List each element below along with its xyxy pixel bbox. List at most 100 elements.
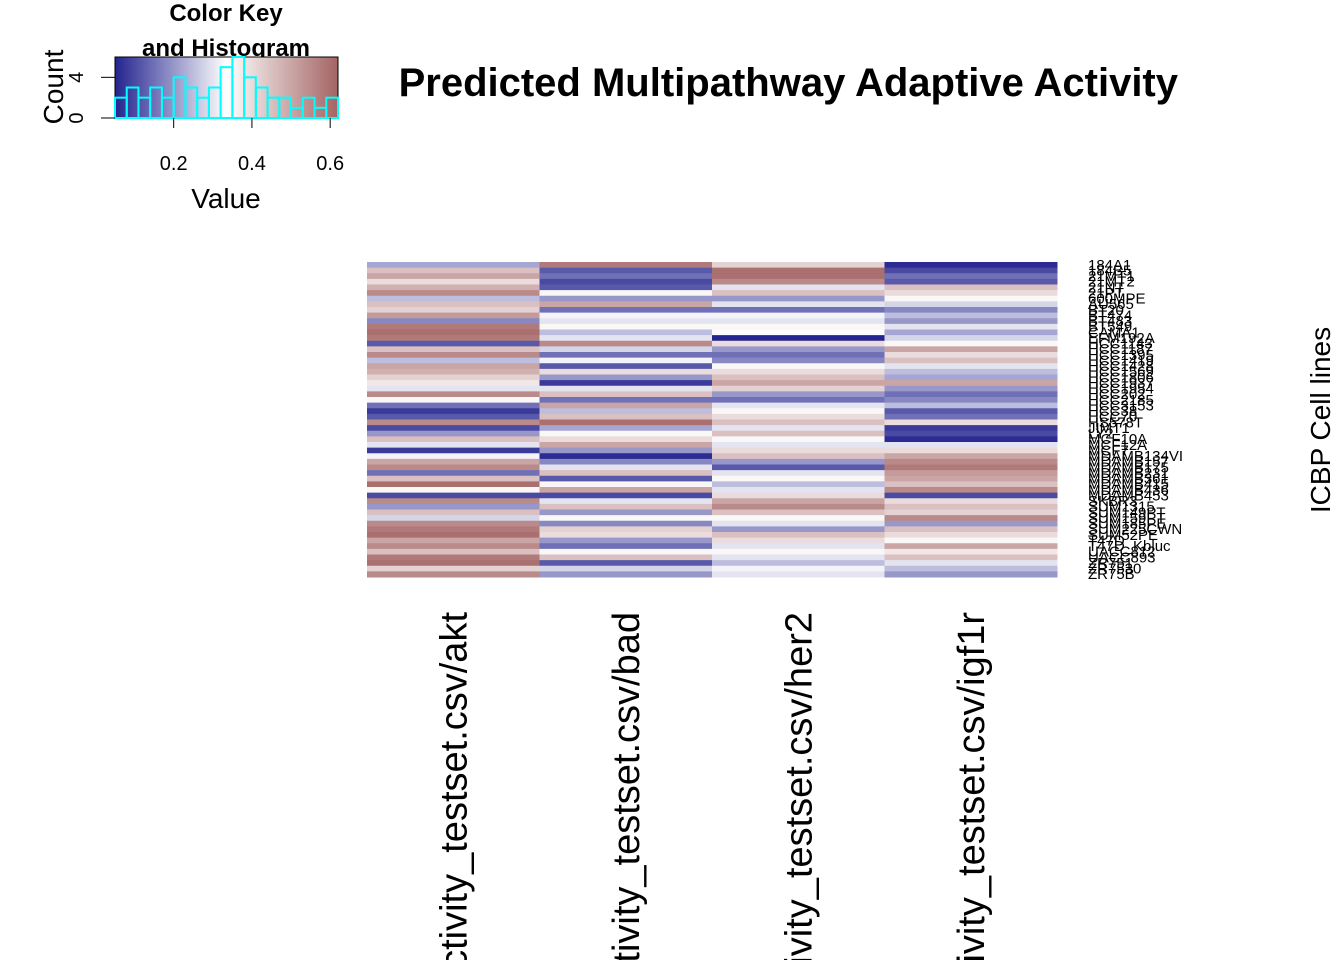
row-label: HS578T (1088, 414, 1143, 431)
row-label: ZR7530 (1088, 561, 1141, 578)
heatmap-cell (884, 262, 1058, 269)
heatmap-cell (712, 447, 885, 454)
column-label: pathway_activity_testset.csv/akt (433, 612, 475, 960)
heatmap-cell (884, 278, 1058, 285)
heatmap-cell (367, 537, 540, 544)
heatmap-cell (367, 532, 540, 539)
heatmap-cell (367, 340, 540, 347)
heatmap-cell (367, 554, 540, 561)
heatmap-cell (539, 295, 713, 302)
heatmap-cell (884, 307, 1058, 314)
row-label: HCC1954 (1088, 381, 1154, 398)
heatmap-cell (367, 442, 540, 449)
heatmap-cell (712, 363, 885, 370)
heatmap-cell (367, 419, 540, 426)
heatmap-cell (367, 329, 540, 336)
heatmap-cell (539, 453, 713, 460)
heatmap-cell (712, 481, 885, 488)
heatmap-cell (712, 458, 885, 465)
row-label: T47D (1088, 532, 1125, 549)
heatmap-cell (367, 335, 540, 342)
heatmap-cell (539, 498, 713, 505)
heatmap-cell (367, 515, 540, 522)
key-y-label: Count (38, 49, 69, 124)
heatmap-cell (712, 571, 885, 578)
row-label: SUM149PT (1088, 504, 1166, 521)
heatmap-cell (712, 307, 885, 314)
heatmap-cell (712, 273, 885, 280)
heatmap-cell (712, 374, 885, 381)
row-label: MDAMB231 (1088, 465, 1169, 482)
heatmap-cell (712, 380, 885, 387)
heatmap-cell (367, 492, 540, 499)
heatmap-cell (884, 453, 1058, 460)
row-label: MDAMB361 (1088, 471, 1169, 488)
heatmap-cell (884, 335, 1058, 342)
row-label: SUM52PE (1088, 527, 1158, 544)
chart-title: Predicted Multipathway Adaptive Activity (399, 61, 1179, 105)
heatmap-cell (539, 273, 713, 280)
heatmap-cell (539, 385, 713, 392)
heatmap-cell (539, 352, 713, 359)
heatmap-cell (712, 318, 885, 325)
heatmap-cell (712, 397, 885, 404)
heatmap-cell (884, 301, 1058, 308)
heatmap-cell (884, 385, 1058, 392)
heatmap-cell (712, 503, 885, 510)
row-label: EFM192A (1088, 330, 1155, 347)
heatmap-cell (539, 487, 713, 494)
row-label: MDAMB415 (1088, 476, 1169, 493)
heatmap-cell (539, 323, 713, 330)
row-label: 600MPE (1088, 291, 1146, 308)
heatmap-cell (539, 554, 713, 561)
heatmap-cell (712, 548, 885, 555)
heatmap-cell (367, 571, 540, 578)
heatmap-cell (712, 453, 885, 460)
heatmap-cell (712, 284, 885, 291)
heatmap-cell (367, 368, 540, 375)
heatmap-cell (712, 492, 885, 499)
y-axis-label: ICBP Cell lines (1305, 327, 1336, 513)
heatmap-cell (712, 391, 885, 398)
heatmap-cell (539, 278, 713, 285)
row-label: SUM185PE (1088, 516, 1166, 533)
heatmap-cell (884, 374, 1058, 381)
heatmap-cell (712, 543, 885, 550)
row-label: BT549 (1088, 319, 1132, 336)
heatmap-cell (367, 262, 540, 269)
heatmap-cell (712, 475, 885, 482)
heatmap-cell (884, 430, 1058, 437)
row-label: HCC3153 (1088, 397, 1154, 414)
heatmap-cell (367, 391, 540, 398)
heatmap-cell (539, 340, 713, 347)
heatmap-cell (367, 295, 540, 302)
heatmap-cell (884, 273, 1058, 280)
heatmap-cell (884, 368, 1058, 375)
heatmap-cell (884, 515, 1058, 522)
heatmap-cell (367, 543, 540, 550)
heatmap-cell (367, 413, 540, 420)
heatmap-cell (367, 273, 540, 280)
heatmap-cell (539, 262, 713, 269)
heatmap-cell (712, 436, 885, 443)
heatmap-cell (884, 329, 1058, 336)
heatmap-cell (712, 402, 885, 409)
heatmap-cell (712, 408, 885, 415)
heatmap-cell (884, 532, 1058, 539)
heatmap-cell (367, 323, 540, 330)
row-label: CAMA1 (1088, 324, 1140, 341)
heatmap-cell (367, 267, 540, 274)
heatmap-cell (712, 425, 885, 432)
heatmap-cell (367, 278, 540, 285)
heatmap-cell (367, 402, 540, 409)
heatmap-cell (712, 368, 885, 375)
heatmap-cell (367, 487, 540, 494)
row-label: HCC1569 (1088, 364, 1154, 381)
heatmap-cell (539, 565, 713, 572)
heatmap-cell (367, 430, 540, 437)
row-label: BT20 (1088, 302, 1124, 319)
heatmap-cell (884, 560, 1058, 567)
heatmap-cell (539, 267, 713, 274)
